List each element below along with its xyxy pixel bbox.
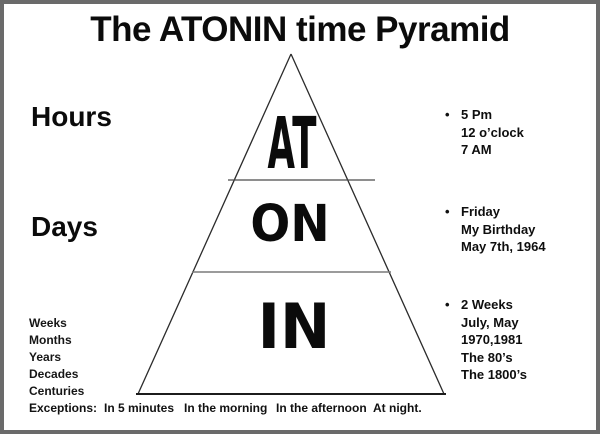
- label-years: Years: [29, 350, 62, 364]
- examples-at: • 5 Pm 12 o’clock 7 AM: [445, 106, 524, 159]
- example-line: 12 o’clock: [461, 124, 524, 140]
- pyramid-drawing: AT ON IN: [136, 53, 446, 395]
- label-hours: Hours: [31, 101, 112, 132]
- example-line: Friday: [461, 204, 501, 219]
- pyramid-right-edge: [290, 53, 445, 395]
- examples-in: • 2 Weeks July, May 1970,1981 The 80’s T…: [445, 296, 527, 384]
- example-line: May 7th, 1964: [461, 239, 546, 254]
- example-line: 5 Pm: [461, 107, 493, 122]
- examples-on-lines: Friday My Birthday May 7th, 1964: [461, 203, 546, 256]
- examples-in-lines: 2 Weeks July, May 1970,1981 The 80’s The…: [461, 296, 527, 384]
- pyramid-word-on: ON: [250, 194, 329, 253]
- examples-on: • Friday My Birthday May 7th, 1964: [445, 203, 546, 256]
- label-decades: Decades: [29, 367, 79, 381]
- label-months: Months: [29, 333, 72, 347]
- bullet-icon: •: [445, 297, 450, 312]
- page-title: The ATONIN time Pyramid: [90, 10, 510, 49]
- exception-item: In the afternoon: [276, 401, 367, 415]
- example-line: My Birthday: [461, 221, 536, 237]
- example-line: July, May: [461, 314, 519, 330]
- example-line: 7 AM: [461, 142, 492, 157]
- pyramid-word-at: AT: [268, 103, 317, 185]
- bullet-icon: •: [445, 107, 450, 122]
- exception-item: At night.: [373, 401, 422, 415]
- label-days: Days: [31, 211, 98, 242]
- exceptions-label: Exceptions:: [29, 401, 98, 415]
- pyramid-word-in: IN: [258, 291, 331, 363]
- example-line: The 80’s: [461, 349, 513, 365]
- exception-item: In 5 minutes: [104, 401, 175, 415]
- label-weeks: Weeks: [29, 316, 67, 330]
- exception-item: In the morning: [184, 401, 268, 415]
- label-centuries: Centuries: [29, 384, 85, 398]
- bullet-icon: •: [445, 204, 450, 219]
- label-long-periods: Weeks Months Years Decades Centuries: [29, 315, 84, 400]
- example-line: 2 Weeks: [461, 297, 513, 312]
- pyramid-left-edge: [137, 53, 292, 395]
- example-line: The 1800’s: [461, 367, 528, 382]
- examples-at-lines: 5 Pm 12 o’clock 7 AM: [461, 106, 524, 159]
- example-line: 1970,1981: [461, 332, 523, 347]
